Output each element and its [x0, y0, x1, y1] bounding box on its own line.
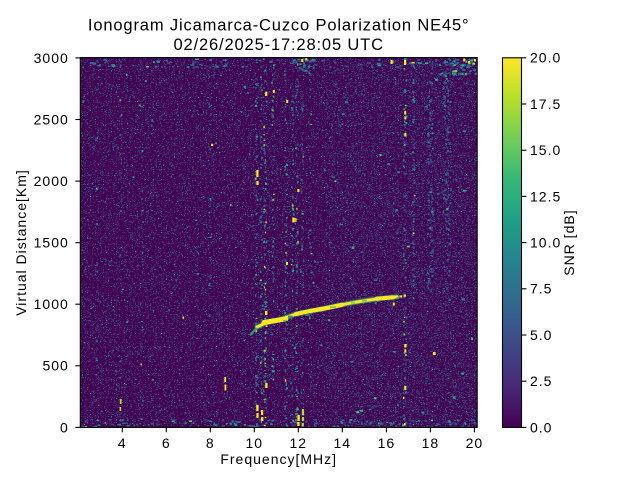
- svg-text:20.0: 20.0: [530, 50, 561, 66]
- svg-text:7.5: 7.5: [530, 281, 552, 297]
- svg-text:Virtual Distance[Km]: Virtual Distance[Km]: [13, 169, 29, 316]
- svg-text:10: 10: [246, 435, 264, 451]
- svg-text:2500: 2500: [34, 111, 69, 127]
- svg-text:1000: 1000: [34, 296, 69, 312]
- svg-text:12: 12: [290, 435, 308, 451]
- svg-text:Frequency[MHz]: Frequency[MHz]: [220, 451, 337, 467]
- svg-text:Ionogram Jicamarca-Cuzco Polar: Ionogram Jicamarca-Cuzco Polarization NE…: [88, 17, 470, 35]
- svg-text:10.0: 10.0: [530, 235, 561, 251]
- svg-text:SNR [dB]: SNR [dB]: [561, 209, 577, 275]
- svg-text:8: 8: [206, 435, 215, 451]
- svg-text:0: 0: [60, 419, 69, 435]
- svg-text:14: 14: [334, 435, 352, 451]
- svg-text:5.0: 5.0: [530, 327, 552, 343]
- svg-text:1500: 1500: [34, 235, 69, 251]
- svg-text:02/26/2025-17:28:05 UTC: 02/26/2025-17:28:05 UTC: [174, 36, 384, 54]
- svg-text:2.5: 2.5: [530, 373, 552, 389]
- svg-text:20: 20: [466, 435, 484, 451]
- svg-text:500: 500: [42, 358, 68, 374]
- svg-text:15.0: 15.0: [530, 142, 561, 158]
- svg-text:12.5: 12.5: [530, 188, 561, 204]
- svg-text:18: 18: [422, 435, 440, 451]
- svg-text:0.0: 0.0: [530, 419, 552, 435]
- svg-text:17.5: 17.5: [530, 96, 561, 112]
- svg-text:3000: 3000: [34, 50, 69, 66]
- svg-text:6: 6: [162, 435, 171, 451]
- svg-text:4: 4: [118, 435, 127, 451]
- svg-text:2000: 2000: [34, 173, 69, 189]
- svg-text:16: 16: [378, 435, 396, 451]
